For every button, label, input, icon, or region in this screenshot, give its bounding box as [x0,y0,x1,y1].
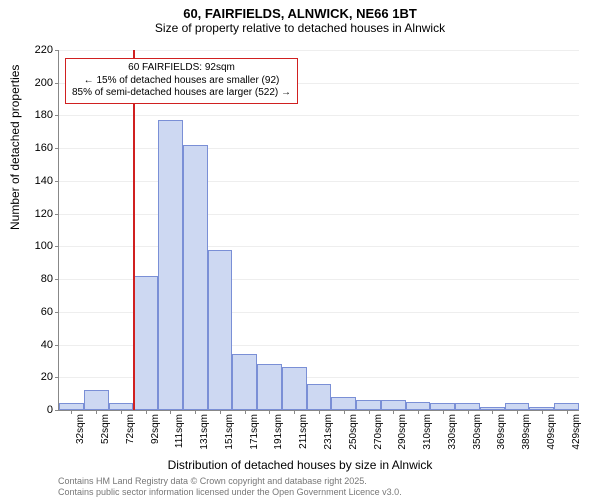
histogram-bar [282,367,307,410]
gridline [59,214,579,215]
ytick-mark [55,345,59,346]
annotation-box: 60 FAIRFIELDS: 92sqm← 15% of detached ho… [65,58,298,104]
xtick-mark [146,410,147,414]
property-marker-line [133,50,135,410]
histogram-bar [208,250,233,410]
xtick-mark [96,410,97,414]
ytick-label: 120 [23,208,53,220]
footer-line: Contains public sector information licen… [58,487,402,498]
ytick-mark [55,83,59,84]
xtick-label: 310sqm [422,414,433,450]
xtick-label: 250sqm [348,414,359,450]
ytick-label: 80 [23,273,53,285]
xtick-label: 270sqm [373,414,384,450]
ytick-mark [55,115,59,116]
xtick-label: 111sqm [174,414,185,448]
histogram-bar [331,397,356,410]
xtick-mark [468,410,469,414]
xtick-label: 92sqm [150,414,161,444]
xtick-label: 290sqm [397,414,408,450]
gridline [59,50,579,51]
ytick-label: 220 [23,44,53,56]
ytick-label: 0 [23,404,53,416]
xtick-label: 52sqm [100,414,111,444]
ytick-mark [55,246,59,247]
xtick-mark [319,410,320,414]
chart-container: { "title": "60, FAIRFIELDS, ALNWICK, NE6… [0,0,600,500]
ytick-label: 140 [23,175,53,187]
ytick-mark [55,50,59,51]
ytick-mark [55,377,59,378]
x-axis-label: Distribution of detached houses by size … [0,458,600,472]
xtick-mark [443,410,444,414]
xtick-label: 151sqm [224,414,235,450]
histogram-bar [183,145,208,410]
xtick-label: 330sqm [447,414,458,450]
histogram-bar [133,276,158,410]
xtick-label: 171sqm [249,414,260,450]
footer-line: Contains HM Land Registry data © Crown c… [58,476,402,487]
xtick-label: 131sqm [199,414,210,450]
xtick-mark [220,410,221,414]
xtick-label: 429sqm [571,414,582,450]
ytick-label: 20 [23,371,53,383]
histogram-bar [158,120,183,410]
xtick-mark [71,410,72,414]
ytick-mark [55,214,59,215]
xtick-mark [517,410,518,414]
gridline [59,148,579,149]
xtick-mark [567,410,568,414]
y-axis-label: Number of detached properties [8,65,22,230]
ytick-mark [55,279,59,280]
annotation-line: ← 15% of detached houses are smaller (92… [72,75,291,88]
xtick-label: 32sqm [75,414,86,444]
xtick-label: 72sqm [125,414,136,444]
xtick-label: 350sqm [472,414,483,450]
xtick-mark [369,410,370,414]
histogram-bar [381,400,406,410]
histogram-bar [232,354,257,410]
ytick-mark [55,181,59,182]
chart-title: 60, FAIRFIELDS, ALNWICK, NE66 1BT [0,0,600,21]
xtick-mark [245,410,246,414]
ytick-label: 100 [23,240,53,252]
xtick-mark [492,410,493,414]
annotation-line: 60 FAIRFIELDS: 92sqm [72,62,291,75]
ytick-label: 40 [23,339,53,351]
ytick-mark [55,410,59,411]
histogram-bar [307,384,332,410]
xtick-label: 369sqm [496,414,507,450]
xtick-mark [393,410,394,414]
xtick-mark [294,410,295,414]
histogram-bar [406,402,431,410]
ytick-mark [55,312,59,313]
footer-attribution: Contains HM Land Registry data © Crown c… [58,476,402,498]
ytick-label: 60 [23,306,53,318]
chart-subtitle: Size of property relative to detached ho… [0,21,600,39]
gridline [59,181,579,182]
xtick-mark [170,410,171,414]
ytick-mark [55,148,59,149]
gridline [59,246,579,247]
plot-area: 02040608010012014016018020022032sqm52sqm… [58,50,578,410]
histogram-bar [84,390,109,410]
xtick-mark [195,410,196,414]
ytick-label: 180 [23,109,53,121]
xtick-label: 409sqm [546,414,557,450]
xtick-mark [418,410,419,414]
gridline [59,115,579,116]
ytick-label: 160 [23,142,53,154]
xtick-label: 231sqm [323,414,334,450]
xtick-mark [344,410,345,414]
xtick-label: 389sqm [521,414,532,450]
annotation-line: 85% of semi-detached houses are larger (… [72,87,291,100]
xtick-mark [269,410,270,414]
xtick-mark [121,410,122,414]
xtick-mark [542,410,543,414]
histogram-bar [356,400,381,410]
histogram-bar [257,364,282,410]
xtick-label: 211sqm [298,414,309,449]
xtick-label: 191sqm [273,414,284,450]
ytick-label: 200 [23,77,53,89]
